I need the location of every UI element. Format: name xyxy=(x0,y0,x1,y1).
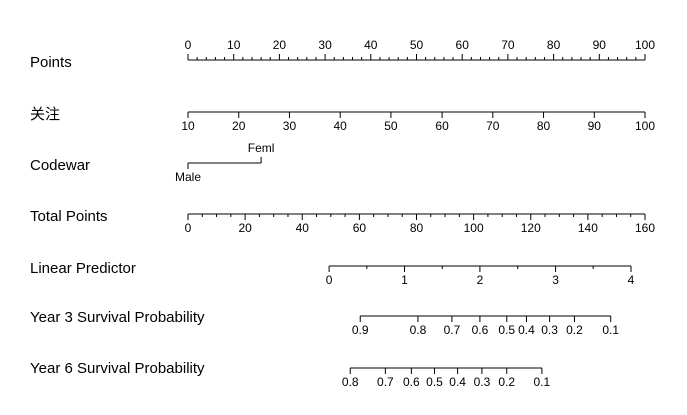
tick-label: 0 xyxy=(185,221,192,235)
tick-label: 60 xyxy=(353,221,367,235)
tick-label: 10 xyxy=(227,38,241,52)
tick-label: 0.8 xyxy=(342,375,359,389)
tick-label: 160 xyxy=(635,221,655,235)
tick-label: 0.1 xyxy=(602,323,619,337)
tick-label: 0.2 xyxy=(498,375,515,389)
tick-label: 140 xyxy=(578,221,598,235)
tick-label: 0 xyxy=(185,38,192,52)
tick-label: 80 xyxy=(410,221,424,235)
tick-label: 0.5 xyxy=(426,375,443,389)
tick-label: 80 xyxy=(537,119,551,133)
tick-label: 70 xyxy=(501,38,515,52)
tick-label: 0.4 xyxy=(518,323,535,337)
tick-label: 50 xyxy=(384,119,398,133)
tick-label: 80 xyxy=(547,38,561,52)
tick-label: 0.5 xyxy=(498,323,515,337)
tick-label: 70 xyxy=(486,119,500,133)
row-label-year-6-survival-probability: Year 6 Survival Probability xyxy=(30,360,205,377)
row-label-total-points: Total Points xyxy=(30,208,108,225)
tick-label: 90 xyxy=(588,119,602,133)
row-label-points: Points xyxy=(30,54,72,71)
tick-label: 100 xyxy=(635,38,655,52)
tick-label: Feml xyxy=(248,141,275,155)
tick-label: 0 xyxy=(326,273,333,287)
tick-label: 0.6 xyxy=(403,375,420,389)
row-label-row-1: 关注 xyxy=(30,106,60,123)
tick-label: 120 xyxy=(521,221,541,235)
row-label-linear-predictor: Linear Predictor xyxy=(30,260,136,277)
tick-label: 20 xyxy=(232,119,246,133)
tick-label: 0.4 xyxy=(449,375,466,389)
row-label-year-3-survival-probability: Year 3 Survival Probability xyxy=(30,309,205,326)
tick-label: 30 xyxy=(318,38,332,52)
tick-label: 4 xyxy=(628,273,635,287)
tick-label: 40 xyxy=(364,38,378,52)
row-label-codewar: Codewar xyxy=(30,157,90,174)
tick-label: 0.6 xyxy=(472,323,489,337)
tick-label: 1 xyxy=(401,273,408,287)
tick-label: 20 xyxy=(273,38,287,52)
tick-label: 0.2 xyxy=(566,323,583,337)
tick-label: 90 xyxy=(593,38,607,52)
tick-label: 0.9 xyxy=(352,323,369,337)
tick-label: 0.3 xyxy=(541,323,558,337)
tick-label: 10 xyxy=(181,119,195,133)
tick-label: 100 xyxy=(635,119,655,133)
tick-label: 40 xyxy=(296,221,310,235)
tick-label: 0.8 xyxy=(410,323,427,337)
tick-label: Male xyxy=(175,170,201,184)
tick-label: 60 xyxy=(456,38,470,52)
tick-label: 40 xyxy=(334,119,348,133)
tick-label: 60 xyxy=(435,119,449,133)
tick-label: 50 xyxy=(410,38,424,52)
tick-label: 0.7 xyxy=(377,375,394,389)
tick-label: 3 xyxy=(552,273,559,287)
tick-label: 20 xyxy=(238,221,252,235)
tick-label: 100 xyxy=(464,221,484,235)
tick-label: 0.3 xyxy=(474,375,491,389)
tick-label: 0.7 xyxy=(444,323,461,337)
tick-label: 30 xyxy=(283,119,297,133)
tick-label: 0.1 xyxy=(534,375,551,389)
tick-label: 2 xyxy=(477,273,484,287)
